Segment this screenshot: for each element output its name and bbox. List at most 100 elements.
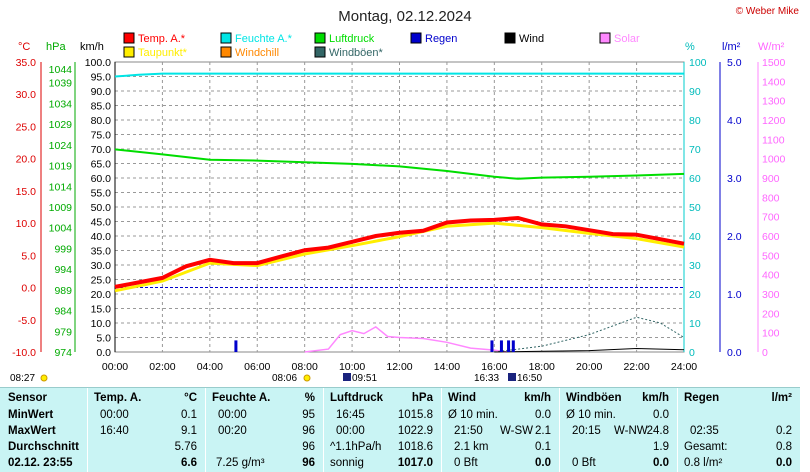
solar-tick-label: 1400 (762, 76, 786, 88)
luft-max-time: 00:00 (336, 425, 365, 437)
kmh-tick-label: 75.0 (91, 130, 112, 142)
row-current: 02.12. 23:55 (8, 457, 73, 469)
legend-label: Taupunkt* (138, 47, 188, 59)
kmh-unit-label: km/h (80, 41, 104, 53)
pct-tick-label: 40 (689, 231, 701, 243)
solar-tick-label: 200 (762, 308, 780, 320)
rain-tick-label: 0.0 (727, 347, 742, 359)
feuchte-current: 96 (302, 457, 315, 469)
feuchte-unit: % (304, 392, 315, 404)
sun-event-time: 16:33 (474, 373, 499, 384)
luft-min: 1015.8 (397, 409, 433, 421)
legend-label: Luftdruck (329, 33, 375, 45)
rain-bar (507, 340, 511, 352)
kmh-tick-label: 45.0 (91, 217, 112, 229)
regen-r4v: 0.0 (776, 457, 792, 469)
hpa-tick-label: 1029 (49, 119, 73, 131)
luft-avg: 1018.6 (397, 441, 433, 453)
solar-tick-label: 1000 (762, 154, 786, 166)
pct-tick-label: 70 (689, 144, 701, 156)
legend-swatch (314, 32, 326, 44)
col-temp: Temp. A. °C 00:00 0.1 16:40 9.1 5.76 6.6 (88, 388, 206, 472)
series (114, 72, 685, 353)
hpa-tick-label: 989 (54, 285, 72, 297)
sensor-header: Sensor (8, 392, 47, 404)
wind-r1v: 0.0 (535, 409, 551, 421)
solar-tick-label: 400 (762, 270, 780, 282)
tick-labels: 35.0 30.0 25.0 20.0 15.0 10.0 5.0 0.0 -5.0 -10.0 1… (12, 57, 785, 373)
feuchte-min-time: 00:00 (218, 409, 247, 421)
luft-header: Luftdruck (330, 392, 384, 404)
kmh-tick-label: 20.0 (91, 289, 112, 301)
pct-tick-label: 90 (689, 86, 701, 98)
sun-marker-icon (343, 373, 351, 381)
temp-max-time: 16:40 (100, 425, 129, 437)
pct-tick-label: 10 (689, 318, 701, 330)
kmh-tick-label: 70.0 (91, 144, 112, 156)
time-tick-label: 18:00 (529, 361, 555, 373)
col-regen: Regen l/m² 02:35 0.2 Gesamt: 0.8 0.8 l/m… (678, 388, 800, 472)
kmh-tick-label: 80.0 (91, 115, 112, 127)
pct-tick-label: 30 (689, 260, 701, 272)
kmh-tick-label: 55.0 (91, 188, 112, 200)
rain-bar (511, 340, 515, 352)
time-tick-label: 06:00 (244, 361, 270, 373)
row-max: MaxWert (8, 425, 56, 437)
sun-icon (303, 374, 311, 382)
axis-units: °C hPa km/h% l/m² W/m² (18, 41, 785, 53)
temp-tick-label: -10.0 (12, 347, 36, 359)
temp-tick-label: 15.0 (16, 186, 37, 198)
rain-tick-label: 2.0 (727, 231, 742, 243)
solar-tick-label: 100 (762, 328, 780, 340)
kmh-tick-label: 85.0 (91, 101, 112, 113)
sun-marker-icon (508, 373, 516, 381)
stats-table: Sensor MinWert MaxWert Durchschnitt 02.1… (0, 387, 800, 472)
kmh-tick-label: 5.0 (96, 333, 111, 345)
hpa-tick-label: 1034 (49, 98, 73, 110)
solar-tick-label: 1200 (762, 115, 786, 127)
legend-swatch (314, 46, 326, 58)
pct-tick-label: 60 (689, 173, 701, 185)
series-taupunkt (114, 221, 685, 293)
legend-label: Regen (425, 33, 457, 45)
wind-r2v: 2.1 (535, 425, 551, 437)
kmh-tick-label: 100.0 (85, 57, 111, 69)
temp-unit-label: °C (18, 41, 30, 53)
legend-swatch (220, 46, 232, 58)
solar-tick-label: 1100 (762, 134, 785, 146)
hpa-tick-label: 994 (54, 264, 72, 276)
hpa-tick-label: 1004 (49, 223, 73, 235)
legend-swatch (123, 32, 135, 44)
rain-bar (234, 340, 238, 352)
boen-unit: km/h (642, 392, 669, 404)
col-feuchte: Feuchte A. % 00:00 95 00:20 96 96 7.25 g… (206, 388, 324, 472)
temp-tick-label: 20.0 (16, 154, 37, 166)
regen-r2: 02:35 (690, 425, 719, 437)
series-temp (114, 215, 685, 289)
rain-tick-label: 1.0 (727, 289, 742, 301)
regen-r4: 0.8 l/m² (684, 457, 723, 469)
hpa-tick-label: 979 (54, 326, 72, 338)
time-tick-label: 10:00 (339, 361, 365, 373)
legend-label: Temp. A.* (138, 33, 186, 45)
temp-tick-label: -5.0 (18, 315, 36, 327)
rain-unit-label: l/m² (722, 41, 741, 53)
legend-swatch (410, 32, 422, 44)
regen-unit: l/m² (771, 392, 792, 404)
temp-tick-label: 5.0 (21, 250, 36, 262)
kmh-tick-label: 50.0 (91, 202, 112, 214)
feuchte-avg: 96 (302, 441, 315, 453)
legend-label: Solar (614, 33, 640, 45)
pct-unit-label: % (685, 41, 695, 53)
boen-header: Windböen (566, 392, 622, 404)
time-tick-label: 16:00 (481, 361, 507, 373)
solar-tick-label: 800 (762, 192, 780, 204)
time-tick-label: 08:00 (292, 361, 318, 373)
kmh-tick-label: 30.0 (91, 260, 112, 272)
time-tick-label: 20:00 (576, 361, 602, 373)
temp-tick-label: 30.0 (16, 89, 37, 101)
solar-tick-label: 900 (762, 173, 780, 185)
luft-min-time: 16:45 (336, 409, 365, 421)
time-tick-label: 04:00 (197, 361, 223, 373)
legend-label: Wind (519, 33, 544, 45)
